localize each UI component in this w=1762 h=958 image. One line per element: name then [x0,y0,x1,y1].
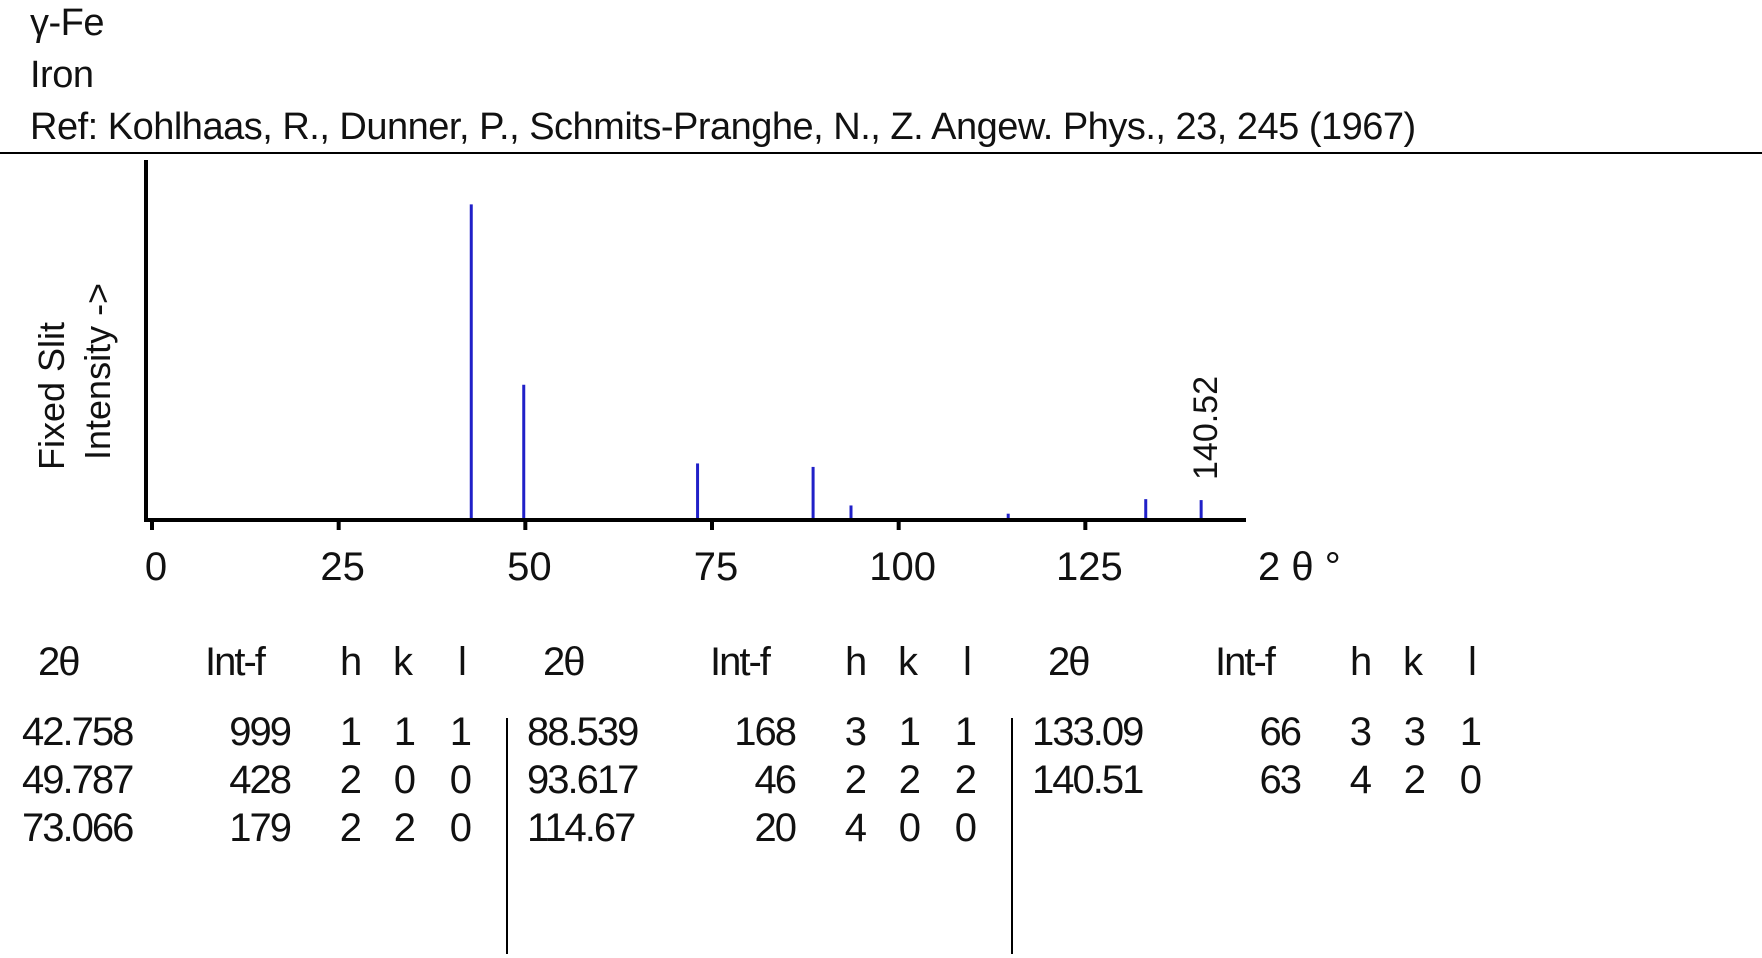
table-cell: 3 [1403,710,1426,754]
x-tick-label-50: 50 [507,545,552,589]
table-header-0-1: Int-f [205,640,266,684]
table-cell: 20 [754,806,798,850]
table-header-1-2: h [845,640,867,684]
table-cell: 2 [844,758,867,802]
x-tick-label-25: 25 [320,545,365,589]
x-tick-label-0: 0 [145,545,167,589]
table-header-2-3: k [1403,640,1423,684]
table-cell: 0 [954,806,977,850]
table-cell: 46 [754,758,798,802]
table-cell: 0 [898,806,921,850]
table-header-0-2: h [340,640,362,684]
table-header-1-0: 2θ [543,640,585,684]
peak-annotation: 140.52 [1187,376,1225,480]
table-cell: 1 [954,710,977,754]
table-cell: 999 [229,710,292,754]
table-header-2-1: Int-f [1215,640,1276,684]
table-cell: 1 [339,710,362,754]
y-axis-label-line2: Intensity -> [77,283,118,460]
table-separator-1 [506,718,508,954]
table-header-2-2: h [1350,640,1372,684]
table-cell: 42.758 [22,710,134,754]
table-header-1-4: l [963,640,972,684]
table-cell: 4 [844,806,867,850]
table-cell: 0 [449,806,472,850]
table-cell: 0 [449,758,472,802]
table-cell: 49.787 [22,758,134,802]
table-cell: 0 [393,758,416,802]
table-cell: 2 [898,758,921,802]
table-header-0-4: l [458,640,467,684]
table-cell: 3 [844,710,867,754]
table-cell: 2 [1403,758,1426,802]
table-header-1-1: Int-f [710,640,771,684]
header-divider [0,152,1762,154]
table-cell: 428 [229,758,292,802]
phase-name: Iron [30,54,94,96]
table-cell: 2 [393,806,416,850]
table-header-2-0: 2θ [1048,640,1090,684]
table-separator-2 [1011,718,1013,954]
table-cell: 179 [229,806,292,850]
table-cell: 2 [339,758,362,802]
table-header-0-0: 2θ [38,640,80,684]
table-cell: 140.51 [1032,758,1144,802]
table-cell: 88.539 [527,710,639,754]
x-tick-label-125: 125 [1056,545,1123,589]
x-tick-label-100: 100 [869,545,936,589]
table-cell: 2 [954,758,977,802]
x-axis-label: 2 θ ° [1258,545,1341,589]
diffraction-chart: Fixed Slit Intensity -> 0 25 50 75 100 125 14… [31,160,1341,589]
table-header-0-3: k [393,640,413,684]
table-cell: 3 [1349,710,1372,754]
table-cell: 0 [1459,758,1482,802]
table-cell: 168 [734,710,797,754]
table-cell: 1 [1459,710,1482,754]
table-cell: 1 [898,710,921,754]
table-header-1-3: k [898,640,918,684]
table-cell: 1 [449,710,472,754]
table-cell: 66 [1259,710,1303,754]
table-cell: 63 [1259,758,1303,802]
y-axis-label-line1: Fixed Slit [31,322,72,470]
x-ticks: 0 25 50 75 100 125 [145,520,1123,589]
peak-bars [469,204,1203,520]
reference-citation: Ref: Kohlhaas, R., Dunner, P., Schmits-P… [30,106,1416,148]
table-cell: 1 [393,710,416,754]
phase-formula: γ-Fe [30,2,105,44]
table-cell: 73.066 [22,806,134,850]
x-tick-label-75: 75 [694,545,739,589]
table-cell: 93.617 [527,758,639,802]
table-cell: 114.67 [527,806,636,850]
table-cell: 2 [339,806,362,850]
table-header-2-4: l [1468,640,1477,684]
table-cell: 4 [1349,758,1372,802]
table-cell: 133.09 [1032,710,1144,754]
